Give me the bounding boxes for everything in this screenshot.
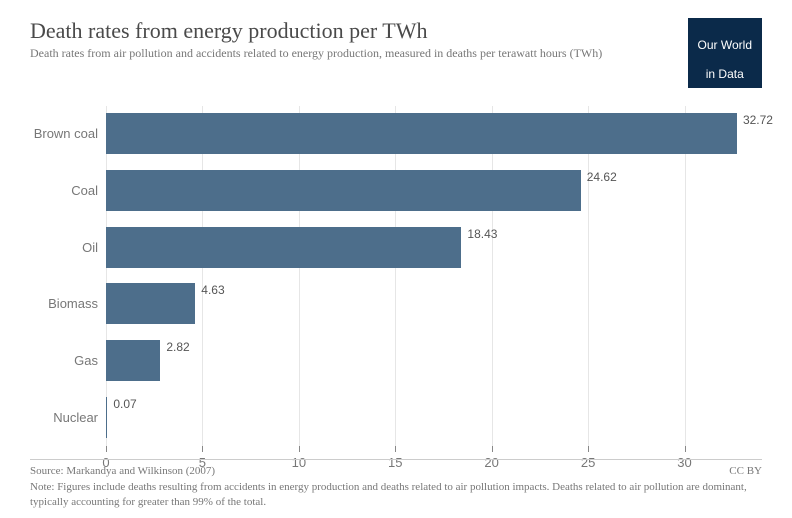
category-label: Biomass: [48, 296, 98, 311]
bar-value-label: 2.82: [166, 340, 189, 354]
x-tick: [299, 446, 300, 452]
license-text: CC BY: [729, 464, 762, 479]
gridline: [202, 106, 203, 446]
x-tick: [395, 446, 396, 452]
bar: 24.62: [106, 170, 581, 211]
x-tick: [492, 446, 493, 452]
footer-row: Source: Markandya and Wilkinson (2007) C…: [30, 464, 762, 479]
bar-row: Gas2.82: [106, 340, 752, 381]
chart-container: Death rates from energy production per T…: [0, 0, 792, 518]
x-tick: [106, 446, 107, 452]
bar-row: Nuclear0.07: [106, 397, 752, 438]
footer-note: Note: Figures include deaths resulting f…: [30, 480, 762, 510]
x-tick: [202, 446, 203, 452]
bar: 2.82: [106, 340, 160, 381]
gridline: [588, 106, 589, 446]
gridline: [492, 106, 493, 446]
x-tick: [588, 446, 589, 452]
bar-value-label: 18.43: [467, 227, 497, 241]
bar-value-label: 24.62: [587, 170, 617, 184]
footer: Source: Markandya and Wilkinson (2007) C…: [30, 459, 762, 510]
category-label: Gas: [74, 353, 98, 368]
bar-row: Brown coal32.72: [106, 113, 752, 154]
chart-title: Death rates from energy production per T…: [30, 18, 688, 44]
x-tick: [685, 446, 686, 452]
logo-line1: Our World: [698, 38, 752, 52]
bar: 32.72: [106, 113, 737, 154]
gridline: [106, 106, 107, 446]
bar: 0.07: [106, 397, 107, 438]
bar-value-label: 0.07: [113, 397, 136, 411]
bar-value-label: 4.63: [201, 283, 224, 297]
category-label: Coal: [71, 183, 98, 198]
source-text: Source: Markandya and Wilkinson (2007): [30, 464, 215, 479]
gridline: [299, 106, 300, 446]
gridline: [395, 106, 396, 446]
bar-row: Coal24.62: [106, 170, 752, 211]
owid-logo: Our World in Data: [688, 18, 762, 88]
bar-value-label: 32.72: [743, 113, 773, 127]
category-label: Brown coal: [34, 126, 98, 141]
chart-subtitle: Death rates from air pollution and accid…: [30, 46, 688, 62]
bar: 4.63: [106, 283, 195, 324]
gridline: [685, 106, 686, 446]
bar: 18.43: [106, 227, 461, 268]
bar-row: Oil18.43: [106, 227, 752, 268]
category-label: Oil: [82, 240, 98, 255]
bar-row: Biomass4.63: [106, 283, 752, 324]
header: Death rates from energy production per T…: [30, 18, 762, 88]
plot-region: 051015202530Brown coal32.72Coal24.62Oil1…: [106, 106, 752, 446]
chart-area: 051015202530Brown coal32.72Coal24.62Oil1…: [30, 106, 762, 476]
category-label: Nuclear: [53, 410, 98, 425]
logo-line2: in Data: [706, 67, 744, 81]
title-block: Death rates from energy production per T…: [30, 18, 688, 62]
